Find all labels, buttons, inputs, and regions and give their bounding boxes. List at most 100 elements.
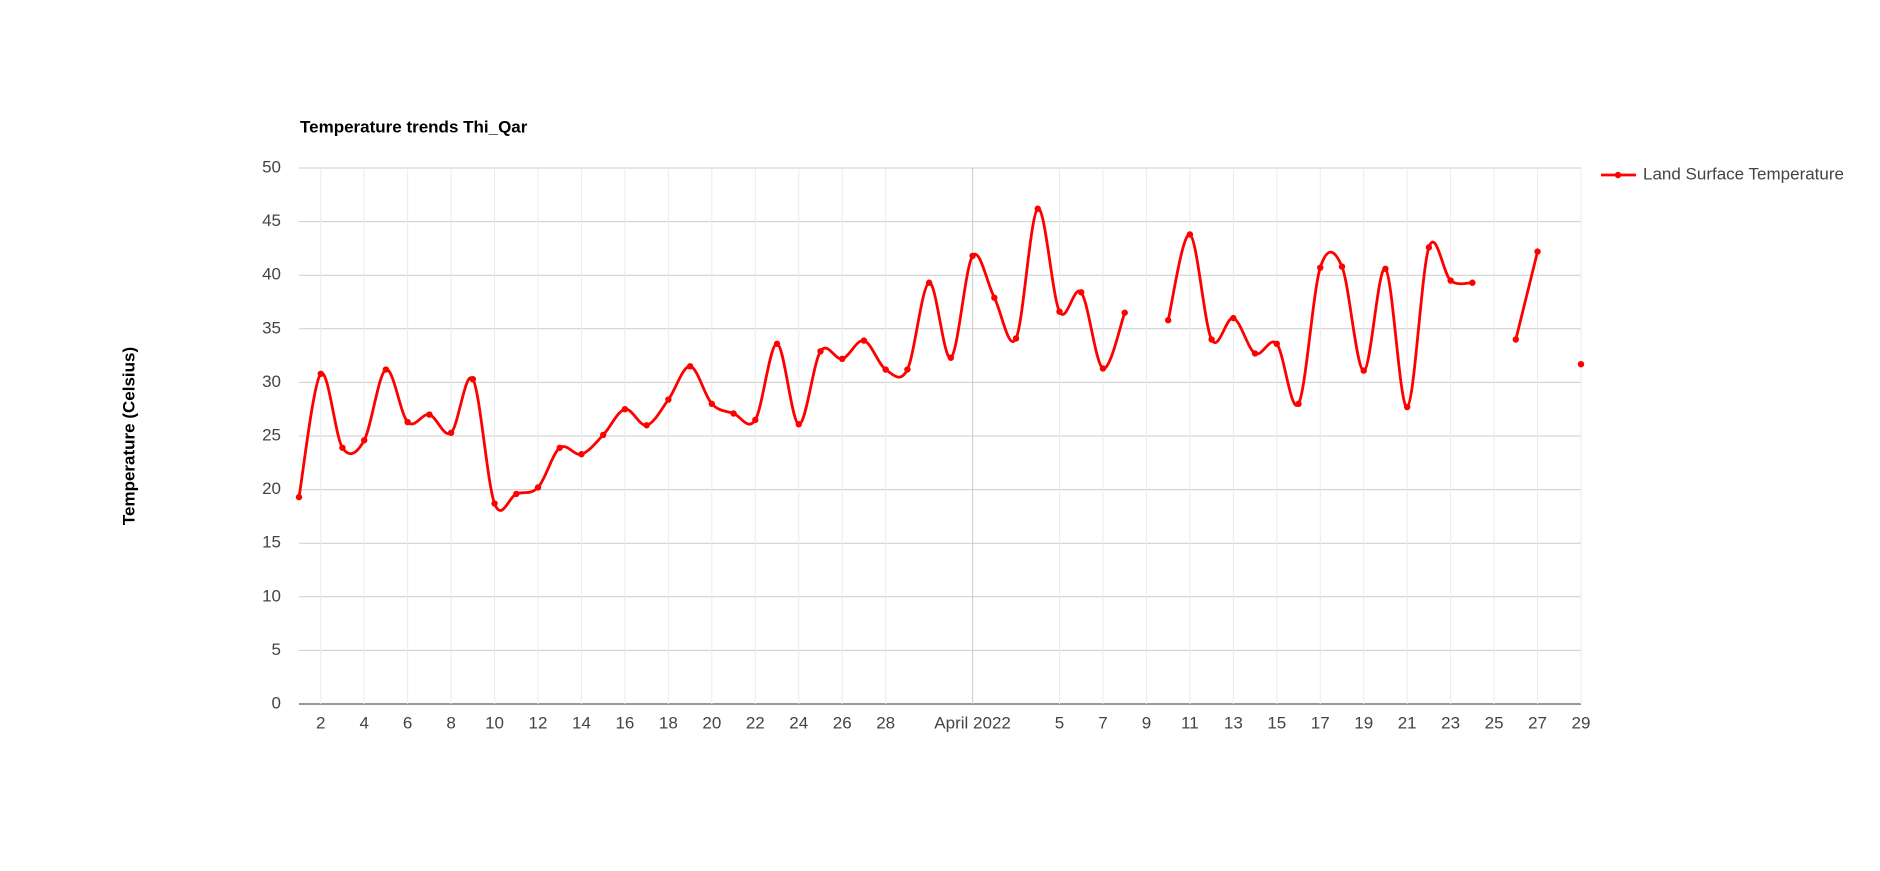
data-point: [578, 451, 585, 458]
x-tick-label: 16: [615, 713, 634, 732]
data-point: [600, 431, 607, 439]
data-point: [621, 406, 629, 413]
data-point: [1012, 335, 1020, 342]
data-point: [1469, 279, 1476, 286]
x-tick-label: 20: [702, 713, 721, 732]
x-tick-label: 18: [659, 713, 678, 732]
data-point: [1425, 244, 1433, 251]
x-tick-label: 10: [485, 713, 504, 732]
data-point: [1534, 248, 1541, 255]
data-point: [469, 375, 477, 383]
data-point: [1295, 400, 1302, 408]
y-tick-label: 20: [262, 479, 281, 498]
x-tick-label: 11: [1181, 713, 1199, 732]
data-point: [817, 348, 824, 355]
y-tick-label: 0: [272, 693, 281, 712]
x-tick-label: 27: [1528, 713, 1547, 732]
data-point: [730, 410, 737, 417]
x-tick-label: 5: [1055, 713, 1064, 732]
data-point: [1251, 350, 1259, 357]
x-tick-label: 23: [1441, 713, 1460, 732]
data-point: [295, 493, 303, 501]
y-tick-label: 15: [262, 533, 281, 552]
x-tick-label: 8: [446, 713, 455, 732]
data-point: [1512, 336, 1520, 343]
x-tick-label: 4: [359, 713, 368, 732]
data-point: [708, 400, 716, 408]
y-axis-label: Temperature (Celsius): [119, 347, 138, 525]
data-point: [360, 437, 368, 444]
data-point: [686, 363, 694, 370]
x-tick-label: 22: [746, 713, 765, 732]
data-point: [1317, 264, 1324, 271]
y-tick-label: 10: [262, 586, 281, 605]
data-point: [773, 340, 781, 348]
data-point: [991, 294, 998, 301]
x-tick-label: 28: [876, 713, 895, 732]
data-point: [1034, 205, 1041, 212]
data-point: [1099, 365, 1107, 372]
data-point: [1338, 263, 1346, 270]
x-tick-label: 29: [1572, 713, 1591, 732]
y-tick-label: 35: [262, 318, 281, 337]
data-point: [556, 444, 563, 451]
x-tick-label: 6: [403, 713, 412, 732]
data-point: [665, 396, 672, 403]
x-tick-label: 21: [1398, 713, 1417, 732]
legend-swatch-dot: [1614, 171, 1622, 179]
data-point: [1360, 367, 1367, 374]
data-point: [1577, 360, 1585, 368]
data-point: [1186, 231, 1194, 238]
data-point: [339, 444, 346, 451]
x-tick-label: 26: [833, 713, 852, 732]
y-tick-label: 25: [262, 425, 281, 444]
x-tick-label: 17: [1311, 713, 1330, 732]
data-line: [299, 209, 1581, 511]
data-point: [969, 252, 976, 260]
data-point: [860, 337, 868, 344]
x-tick-label: 19: [1354, 713, 1373, 732]
data-point: [1403, 403, 1411, 411]
data-point: [1078, 289, 1085, 296]
x-tick-label: 14: [572, 713, 591, 732]
data-point: [795, 421, 802, 428]
data-point: [882, 366, 889, 373]
data-point: [752, 416, 759, 424]
x-tick-label: 13: [1224, 713, 1243, 732]
data-point: [925, 279, 933, 286]
y-tick-label: 50: [262, 157, 281, 176]
data-point: [317, 370, 324, 378]
y-tick-label: 45: [262, 211, 281, 230]
data-point: [1230, 314, 1237, 322]
data-point: [513, 490, 520, 498]
data-point: [534, 484, 542, 491]
data-point: [382, 366, 390, 373]
data-point: [1208, 336, 1215, 343]
x-tick-label: 25: [1485, 713, 1504, 732]
x-tick-label: 7: [1098, 713, 1107, 732]
data-point: [426, 411, 433, 418]
y-tick-label: 40: [262, 265, 281, 284]
data-point: [1121, 309, 1128, 316]
data-point: [1382, 265, 1389, 272]
x-tick-label: 9: [1142, 713, 1151, 732]
data-point: [447, 429, 455, 436]
x-tick-label: 15: [1267, 713, 1286, 732]
y-tick-label: 30: [262, 372, 281, 391]
data-point: [947, 354, 955, 361]
y-tick-label: 5: [272, 640, 281, 659]
data-point: [1447, 277, 1454, 284]
data-point: [643, 422, 650, 429]
data-point: [1056, 308, 1063, 315]
data-point: [1273, 340, 1280, 348]
data-point: [904, 366, 911, 373]
data-point: [491, 500, 498, 507]
data-point: [839, 355, 846, 363]
x-tick-label: April 2022: [934, 713, 1011, 732]
chart-title: Temperature trends Thi_Qar: [300, 117, 528, 136]
x-tick-label: 12: [529, 713, 548, 732]
x-tick-label: 2: [316, 713, 325, 732]
legend-label: Land Surface Temperature: [1643, 164, 1844, 183]
